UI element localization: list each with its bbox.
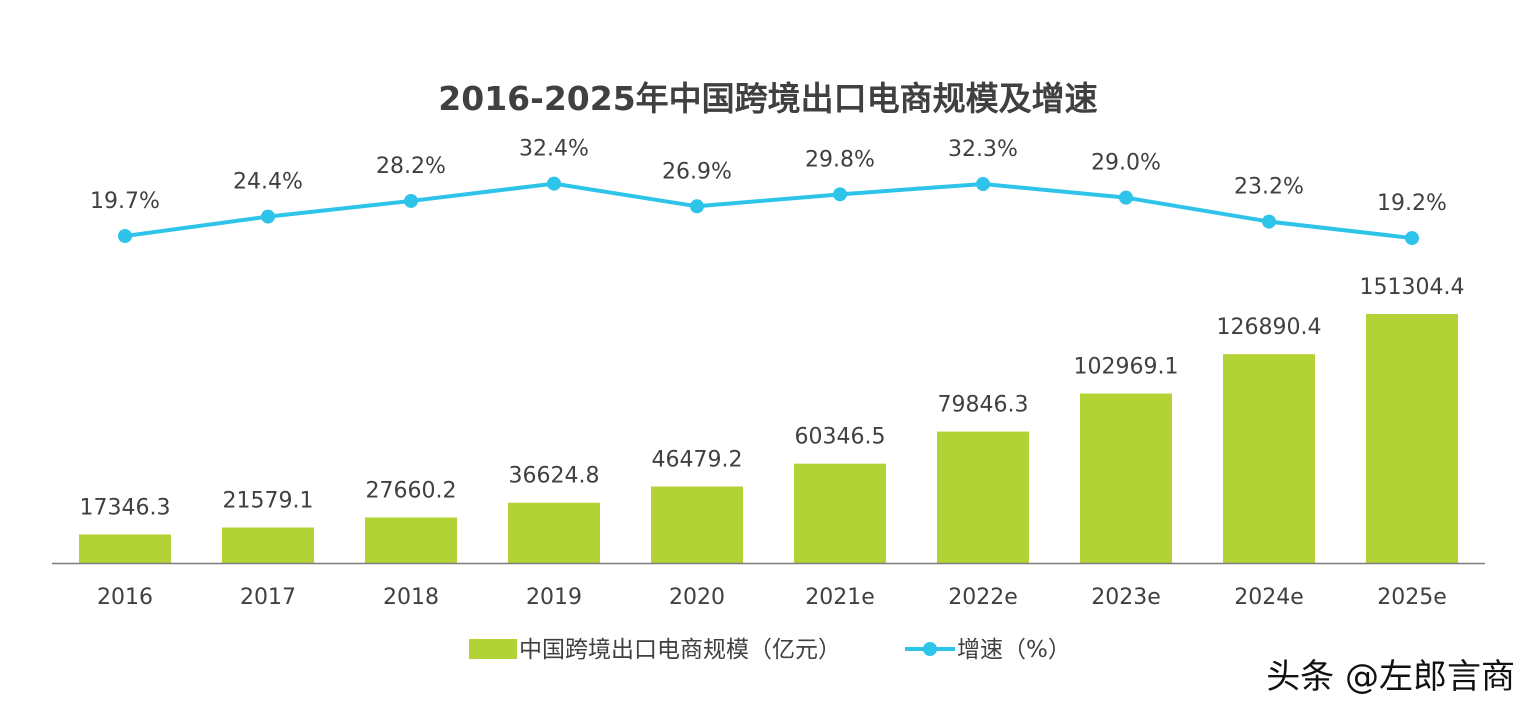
x-tick-label: 2021e — [805, 585, 875, 610]
bar-value-label: 21579.1 — [223, 488, 314, 513]
growth-point-2021e — [833, 187, 847, 202]
x-tick-label: 2017 — [240, 585, 296, 610]
bar-2018 — [365, 517, 457, 563]
growth-point-2019 — [547, 176, 561, 191]
x-tick-label: 2025e — [1377, 585, 1447, 610]
x-tick-label: 2023e — [1091, 585, 1161, 610]
growth-point-2024e — [1262, 214, 1276, 229]
bar-value-label: 126890.4 — [1217, 315, 1322, 340]
bar-2025e — [1366, 314, 1458, 563]
growth-point-2022e — [976, 177, 990, 192]
growth-point-2016 — [118, 229, 132, 243]
bar-value-label: 79846.3 — [938, 393, 1029, 418]
growth-value-label: 32.3% — [948, 137, 1018, 162]
bar-2019 — [508, 502, 600, 563]
bar-value-label: 60346.5 — [795, 425, 886, 450]
x-tick-label: 2020 — [669, 585, 725, 610]
bar-layer: 17346.3 21579.1 27660.2 36624.8 46479.2 60346… — [79, 275, 1464, 563]
bar-value-label: 102969.1 — [1074, 355, 1179, 380]
growth-value-label: 29.8% — [805, 147, 875, 172]
chart-title: 2016-2025年中国跨境出口电商规模及增速 — [438, 79, 1097, 118]
growth-value-label: 28.2% — [376, 154, 446, 179]
legend-bar-swatch — [469, 639, 517, 659]
growth-value-label: 32.4% — [519, 137, 589, 162]
growth-line-layer: 19.7% 24.4% 28.2% 32.4% 26.9% 29.8% 32.3% 29.0%… — [90, 137, 1447, 246]
bar-value-label: 17346.3 — [80, 495, 171, 520]
x-tick-layer: 2016 2017 2018 2019 2020 2021e 2022e 2023e 2024e… — [97, 585, 1447, 610]
legend: 中国跨境出口电商规模（亿元） 增速（%） — [469, 637, 1071, 663]
legend-bar-label: 中国跨境出口电商规模（亿元） — [519, 637, 841, 663]
growth-value-label: 23.2% — [1234, 175, 1304, 200]
x-tick-label: 2022e — [948, 585, 1018, 610]
x-tick-label: 2019 — [526, 585, 582, 610]
growth-value-label: 26.9% — [662, 159, 732, 184]
bar-value-label: 36624.8 — [509, 464, 600, 489]
x-tick-label: 2024e — [1234, 585, 1304, 610]
growth-value-label: 19.7% — [90, 189, 160, 214]
bar-2021e — [794, 463, 886, 563]
bar-value-label: 151304.4 — [1360, 275, 1465, 300]
growth-point-2018 — [404, 193, 418, 208]
bar-2024e — [1223, 354, 1315, 563]
growth-point-2020 — [690, 199, 704, 214]
growth-value-label: 19.2% — [1377, 191, 1447, 216]
bar-2017 — [222, 527, 314, 563]
growth-point-2025e — [1405, 231, 1419, 246]
watermark: 头条 @左郎言商 — [1266, 657, 1515, 697]
growth-point-2023e — [1119, 190, 1133, 205]
legend-line-label: 增速（%） — [957, 637, 1071, 663]
growth-value-label: 29.0% — [1091, 151, 1161, 176]
bar-2023e — [1080, 393, 1172, 563]
x-tick-label: 2018 — [383, 585, 439, 610]
bar-value-label: 27660.2 — [366, 478, 457, 503]
bar-2016 — [79, 534, 171, 563]
growth-point-2017 — [261, 209, 275, 224]
growth-line — [124, 181, 1413, 241]
growth-value-label: 24.4% — [233, 170, 303, 195]
bar-2022e — [937, 431, 1029, 563]
x-tick-label: 2016 — [97, 585, 153, 610]
bar-2020 — [651, 486, 743, 563]
legend-line-marker — [923, 642, 937, 656]
bar-value-label: 46479.2 — [652, 448, 743, 473]
